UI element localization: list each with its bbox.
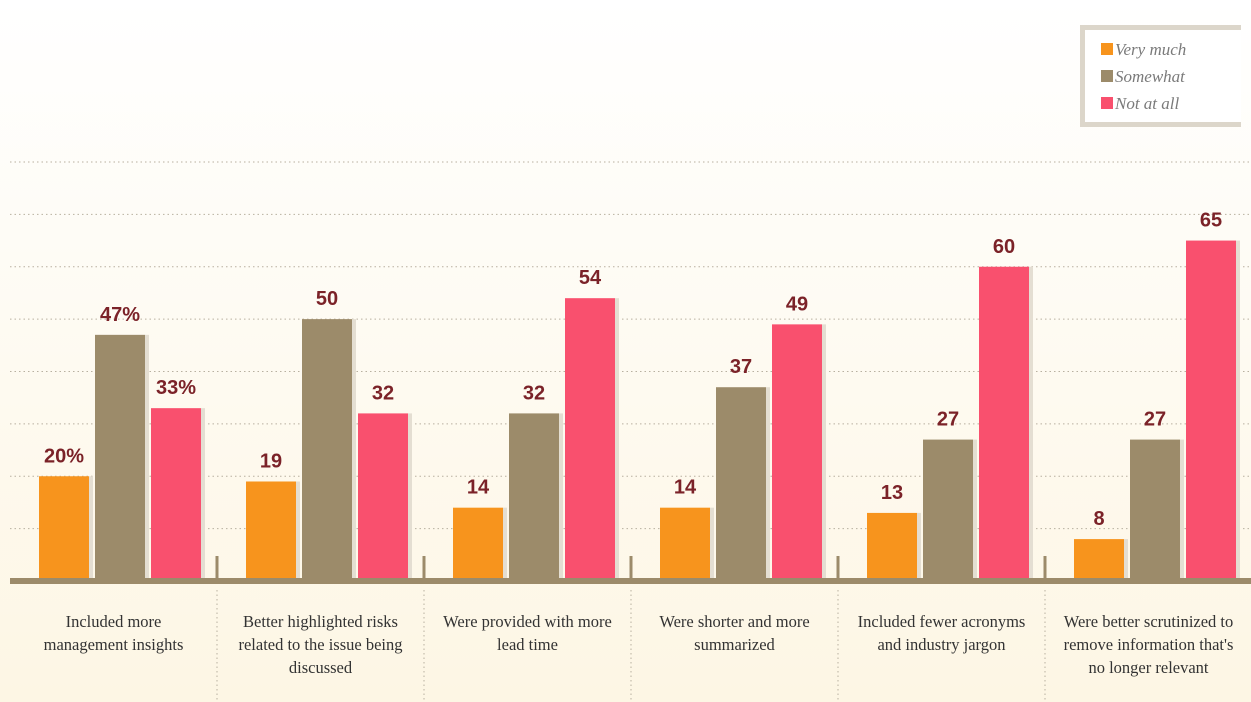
bar-shadow — [710, 507, 714, 581]
legend-swatch — [1101, 97, 1113, 109]
value-label: 13 — [881, 482, 903, 504]
bar-shadow — [296, 481, 300, 581]
value-label: 8 — [1093, 508, 1104, 530]
value-label: 54 — [579, 267, 602, 289]
value-label: 37 — [730, 356, 752, 378]
bar-shadow — [615, 298, 619, 581]
bar — [660, 507, 710, 581]
bar-shadow — [766, 387, 770, 581]
bar — [95, 334, 145, 581]
bar — [565, 298, 615, 581]
bar — [151, 408, 201, 581]
bar-shadow — [1180, 439, 1184, 581]
value-label: 20% — [44, 445, 84, 467]
bar-shadow — [1029, 266, 1033, 581]
value-label: 32 — [372, 382, 394, 404]
bar-shadow — [352, 319, 356, 581]
bar-shadow — [917, 512, 921, 581]
legend-item: Very much — [1085, 36, 1241, 63]
legend-item: Somewhat — [1085, 63, 1241, 90]
bar — [358, 413, 408, 581]
bar-shadow — [503, 507, 507, 581]
bar-shadow — [1124, 539, 1128, 581]
bar-shadow — [559, 413, 563, 581]
x-tick-label: Were shorter and more summarized — [659, 612, 810, 654]
bar — [1186, 240, 1236, 581]
value-label: 14 — [674, 477, 697, 499]
bar — [923, 439, 973, 581]
value-label: 14 — [467, 477, 490, 499]
x-tick-label: Better highlighted risks related to the … — [238, 612, 403, 677]
x-axis — [10, 578, 1251, 584]
value-label: 49 — [786, 293, 808, 315]
bar — [246, 481, 296, 581]
bar-shadow — [201, 408, 205, 581]
bar-shadow — [973, 439, 977, 581]
bar-shadow — [145, 334, 149, 581]
bar — [453, 507, 503, 581]
bar-shadow — [822, 324, 826, 581]
x-tick-label: Were provided with more lead time — [443, 612, 612, 654]
legend-swatch — [1101, 70, 1113, 82]
bar-shadow — [89, 476, 93, 581]
x-tick-label: Included more management insights — [43, 612, 184, 654]
bar — [979, 266, 1029, 581]
bar — [867, 512, 917, 581]
bar — [302, 319, 352, 581]
value-label: 27 — [1144, 409, 1166, 431]
bar-shadow — [1236, 240, 1240, 581]
value-label: 32 — [523, 382, 545, 404]
legend-swatch — [1101, 43, 1113, 55]
x-tick-label: Included fewer acronyms and industry jar… — [857, 612, 1026, 654]
bar — [772, 324, 822, 581]
value-label: 50 — [316, 288, 338, 310]
bar — [509, 413, 559, 581]
bar — [1074, 539, 1124, 581]
value-label: 33% — [156, 377, 196, 399]
value-label: 19 — [260, 450, 282, 472]
legend-item: Not at all — [1085, 90, 1241, 117]
x-tick-label: Were better scrutinized to remove inform… — [1063, 612, 1234, 677]
legend: Very much Somewhat Not at all — [1080, 25, 1241, 127]
value-label: 27 — [937, 409, 959, 431]
value-label: 60 — [993, 236, 1015, 258]
value-label: 65 — [1200, 210, 1222, 232]
bar-shadow — [408, 413, 412, 581]
bar — [1130, 439, 1180, 581]
bar — [39, 476, 89, 581]
bar — [716, 387, 766, 581]
value-label: 47% — [100, 304, 140, 326]
